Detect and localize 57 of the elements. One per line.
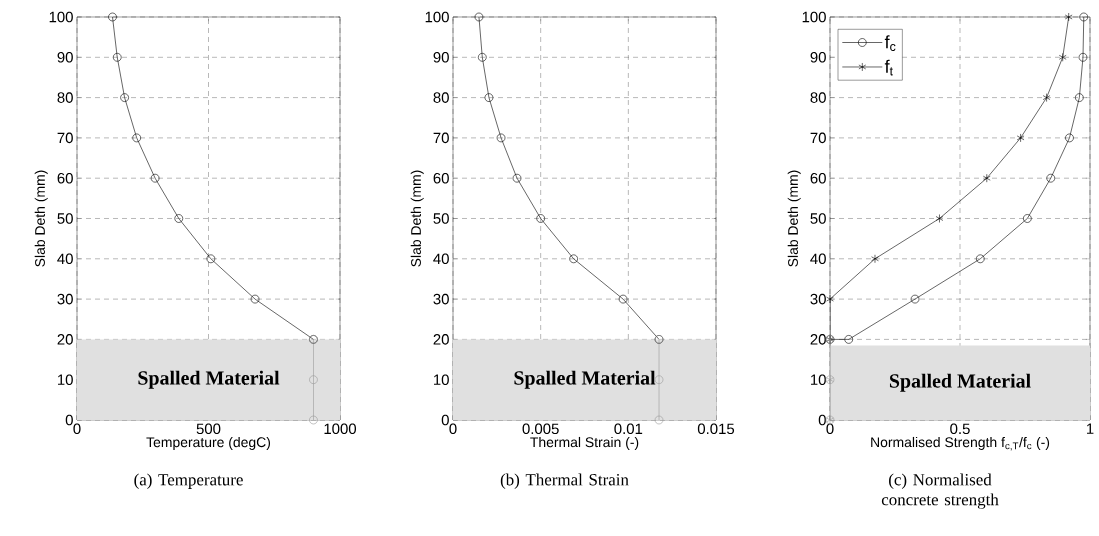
y-tick-label: 40 bbox=[810, 253, 826, 265]
legend-label: f$_{t}$ bbox=[884, 59, 893, 76]
x-tick-label: 0 bbox=[449, 423, 457, 435]
y-tick-label: 60 bbox=[810, 172, 826, 184]
y-tick-label: 40 bbox=[57, 253, 73, 265]
y-tick-label: 30 bbox=[433, 293, 449, 305]
y-tick-label: 0 bbox=[65, 414, 73, 426]
legend-label: f$_{c}$ bbox=[884, 35, 896, 51]
y-tick-label: 10 bbox=[58, 374, 73, 385]
y-tick-label: 40 bbox=[433, 253, 449, 265]
band-label: Spalled Material bbox=[889, 373, 1031, 392]
y-tick-label: 70 bbox=[57, 132, 73, 144]
y-axis-title: Slab Deth (mm) bbox=[787, 170, 801, 267]
text: (c) Normalised concrete strength bbox=[881, 473, 999, 509]
y-tick-label: 90 bbox=[810, 52, 826, 63]
y-tick-label: 80 bbox=[433, 92, 449, 103]
y-tick-label: 30 bbox=[810, 293, 826, 305]
y-tick-label: 50 bbox=[810, 213, 826, 224]
y-tick-label: 80 bbox=[810, 92, 826, 103]
x-axis-title: Normalised Strength f$_{c,T}$/f$_{c}$ (-) bbox=[871, 436, 1050, 451]
x-tick-label: 1000 bbox=[324, 423, 357, 435]
text: (a) Temperature bbox=[134, 473, 243, 489]
y-tick-label: 60 bbox=[433, 172, 449, 184]
y-tick-label: 60 bbox=[57, 172, 73, 184]
x-tick-label: 1 bbox=[1087, 423, 1094, 434]
y-tick-label: 30 bbox=[57, 293, 73, 305]
y-tick-label: 20 bbox=[810, 334, 826, 345]
x-tick-label: 0 bbox=[826, 423, 834, 435]
y-tick-label: 0 bbox=[818, 414, 826, 426]
x-tick-label: 500 bbox=[196, 423, 221, 435]
y-tick-label: 90 bbox=[433, 52, 449, 63]
y-tick-label: 100 bbox=[425, 11, 449, 23]
y-tick-label: 70 bbox=[433, 132, 449, 144]
x-tick-label: 0 bbox=[73, 423, 81, 435]
band-label: Spalled Material bbox=[138, 370, 280, 389]
x-axis-title: Temperature (degC) bbox=[146, 436, 271, 450]
y-tick-label: 20 bbox=[433, 334, 449, 345]
y-tick-label: 20 bbox=[57, 334, 73, 345]
x-tick-label: 0.015 bbox=[697, 423, 735, 435]
y-axis-title: Slab Deth (mm) bbox=[34, 170, 48, 267]
y-tick-label: 50 bbox=[57, 213, 73, 224]
y-tick-label: 80 bbox=[57, 92, 73, 103]
y-tick-label: 100 bbox=[802, 11, 826, 23]
y-axis-title: Slab Deth (mm) bbox=[410, 170, 424, 267]
x-tick-label: 0.01 bbox=[614, 423, 643, 435]
y-tick-label: 70 bbox=[810, 132, 826, 144]
y-tick-label: 50 bbox=[433, 213, 449, 224]
x-tick-label: 0.5 bbox=[950, 423, 970, 435]
y-tick-label: 10 bbox=[811, 374, 826, 385]
y-tick-label: 10 bbox=[434, 374, 449, 385]
text: (b) Thermal Strain bbox=[500, 473, 629, 489]
x-axis-title: Thermal Strain (-) bbox=[530, 436, 639, 450]
band-label: Spalled Material bbox=[514, 370, 656, 389]
x-tick-label: 0.005 bbox=[522, 423, 559, 435]
y-tick-label: 0 bbox=[441, 414, 449, 426]
y-tick-label: 100 bbox=[49, 11, 73, 23]
y-tick-label: 90 bbox=[57, 52, 73, 63]
